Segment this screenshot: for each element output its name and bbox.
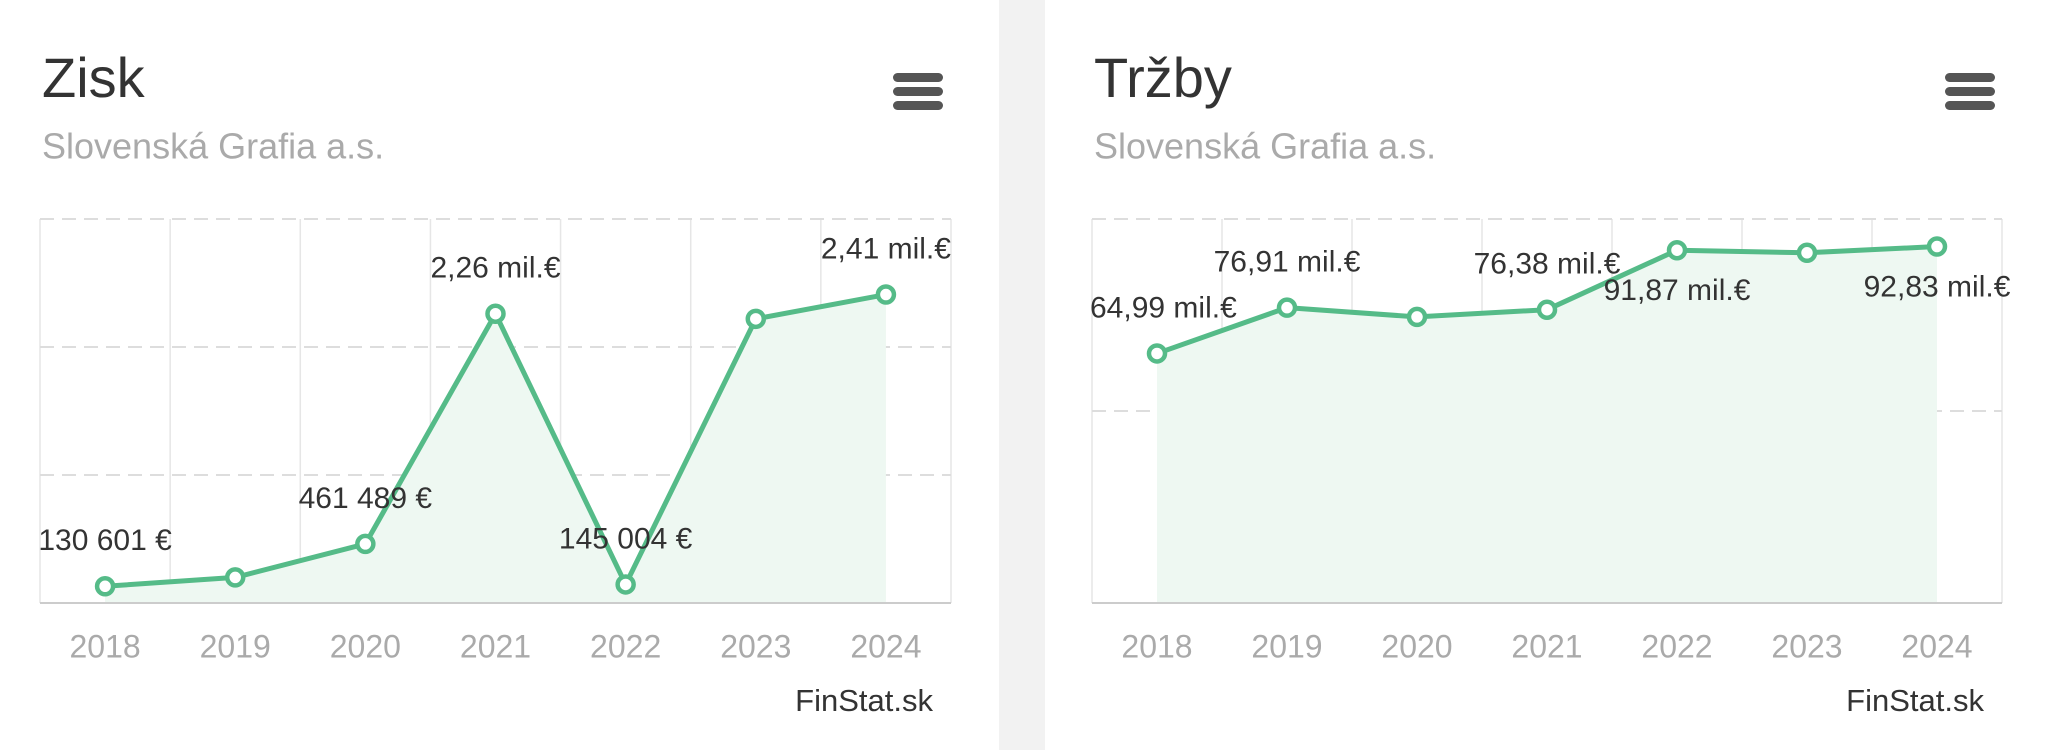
data-label: 2,41 mil.€ — [821, 232, 951, 265]
marker — [94, 576, 116, 597]
chart-subtitle: Slovenská Grafia a.s. — [1094, 126, 1436, 167]
marker — [875, 284, 897, 305]
x-tick-label: 2024 — [1901, 628, 1972, 664]
data-label: 461 489 € — [299, 482, 433, 515]
marker — [1666, 239, 1688, 261]
menu-bar[interactable] — [893, 87, 943, 96]
menu-bar[interactable] — [1945, 87, 1995, 96]
menu-bar[interactable] — [893, 73, 943, 82]
x-tick-label: 2018 — [1121, 628, 1192, 664]
x-tick-label: 2024 — [850, 628, 921, 664]
data-label: 76,38 mil.€ — [1474, 248, 1621, 281]
menu-bar[interactable] — [1945, 73, 1995, 82]
data-label: 64,99 mil.€ — [1090, 291, 1237, 324]
credit: FinStat.sk — [795, 683, 933, 718]
marker — [224, 567, 246, 588]
menu-icon[interactable] — [893, 73, 943, 110]
marker — [1146, 343, 1168, 364]
marker — [1536, 299, 1558, 320]
x-tick-label: 2020 — [1381, 628, 1452, 664]
data-label: 130 601 € — [38, 524, 172, 557]
menu-bar[interactable] — [1945, 101, 1995, 110]
x-tick-label: 2020 — [330, 628, 401, 664]
marker — [1406, 306, 1428, 328]
x-tick-label: 2022 — [590, 628, 661, 664]
x-tick-label: 2022 — [1641, 628, 1712, 664]
marker — [615, 574, 636, 595]
chart-subtitle: Slovenská Grafia a.s. — [42, 126, 384, 167]
marker — [1796, 242, 1818, 264]
data-label: 145 004 € — [559, 522, 693, 555]
chart-title: Zisk — [42, 46, 146, 109]
x-tick-label: 2018 — [69, 628, 140, 664]
data-label: 76,91 mil.€ — [1214, 246, 1361, 279]
menu-bar[interactable] — [893, 101, 943, 110]
x-tick-label: 2019 — [1251, 628, 1322, 664]
marker — [1276, 297, 1298, 318]
x-tick-label: 2019 — [200, 628, 271, 664]
area — [105, 294, 886, 603]
separator — [999, 0, 1045, 750]
data-label: 2,26 mil.€ — [430, 252, 560, 285]
chart-title: Tržby — [1094, 46, 1232, 109]
credit: FinStat.sk — [1846, 683, 1984, 718]
data-label: 92,83 mil.€ — [1864, 270, 2011, 303]
x-tick-label: 2021 — [460, 628, 531, 664]
marker — [745, 308, 767, 330]
x-tick-label: 2023 — [720, 628, 791, 664]
marker — [485, 303, 506, 324]
area — [1157, 246, 1937, 603]
x-tick-label: 2021 — [1511, 628, 1582, 664]
marker — [1926, 236, 1948, 257]
x-tick-label: 2023 — [1771, 628, 1842, 664]
menu-icon[interactable] — [1945, 73, 1995, 110]
data-label: 91,87 mil.€ — [1604, 274, 1751, 307]
marker — [355, 533, 376, 555]
